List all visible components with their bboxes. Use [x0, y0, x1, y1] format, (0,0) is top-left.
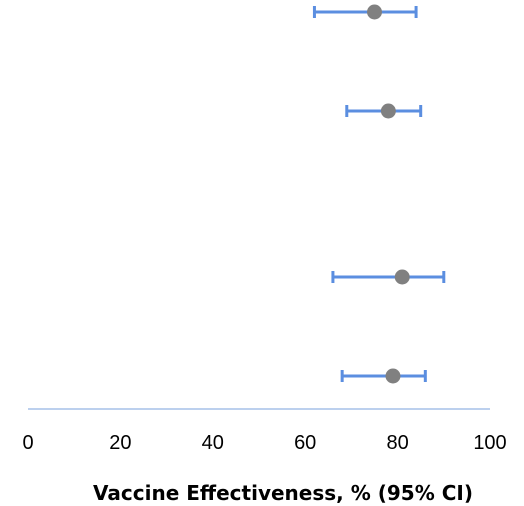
x-tick-label: 20	[109, 432, 131, 454]
x-tick-label: 60	[294, 432, 316, 454]
x-tick-label: 0	[22, 432, 33, 454]
forest-row	[345, 103, 423, 119]
chart-marks	[312, 4, 446, 384]
x-tick-label: 80	[386, 432, 408, 454]
estimate-point	[380, 103, 396, 119]
forest-row	[340, 368, 427, 384]
estimate-point	[385, 368, 401, 384]
estimate-point	[394, 269, 410, 285]
x-axis-title: Vaccine Effectiveness, % (95% CI)	[93, 481, 473, 505]
x-tick-label: 40	[202, 432, 224, 454]
forest-row	[331, 269, 446, 285]
forest-row	[312, 4, 418, 20]
x-axis-ticks: 0 20 40 60 80 100	[22, 432, 506, 454]
x-tick-label: 100	[473, 432, 506, 454]
estimate-point	[367, 4, 382, 20]
